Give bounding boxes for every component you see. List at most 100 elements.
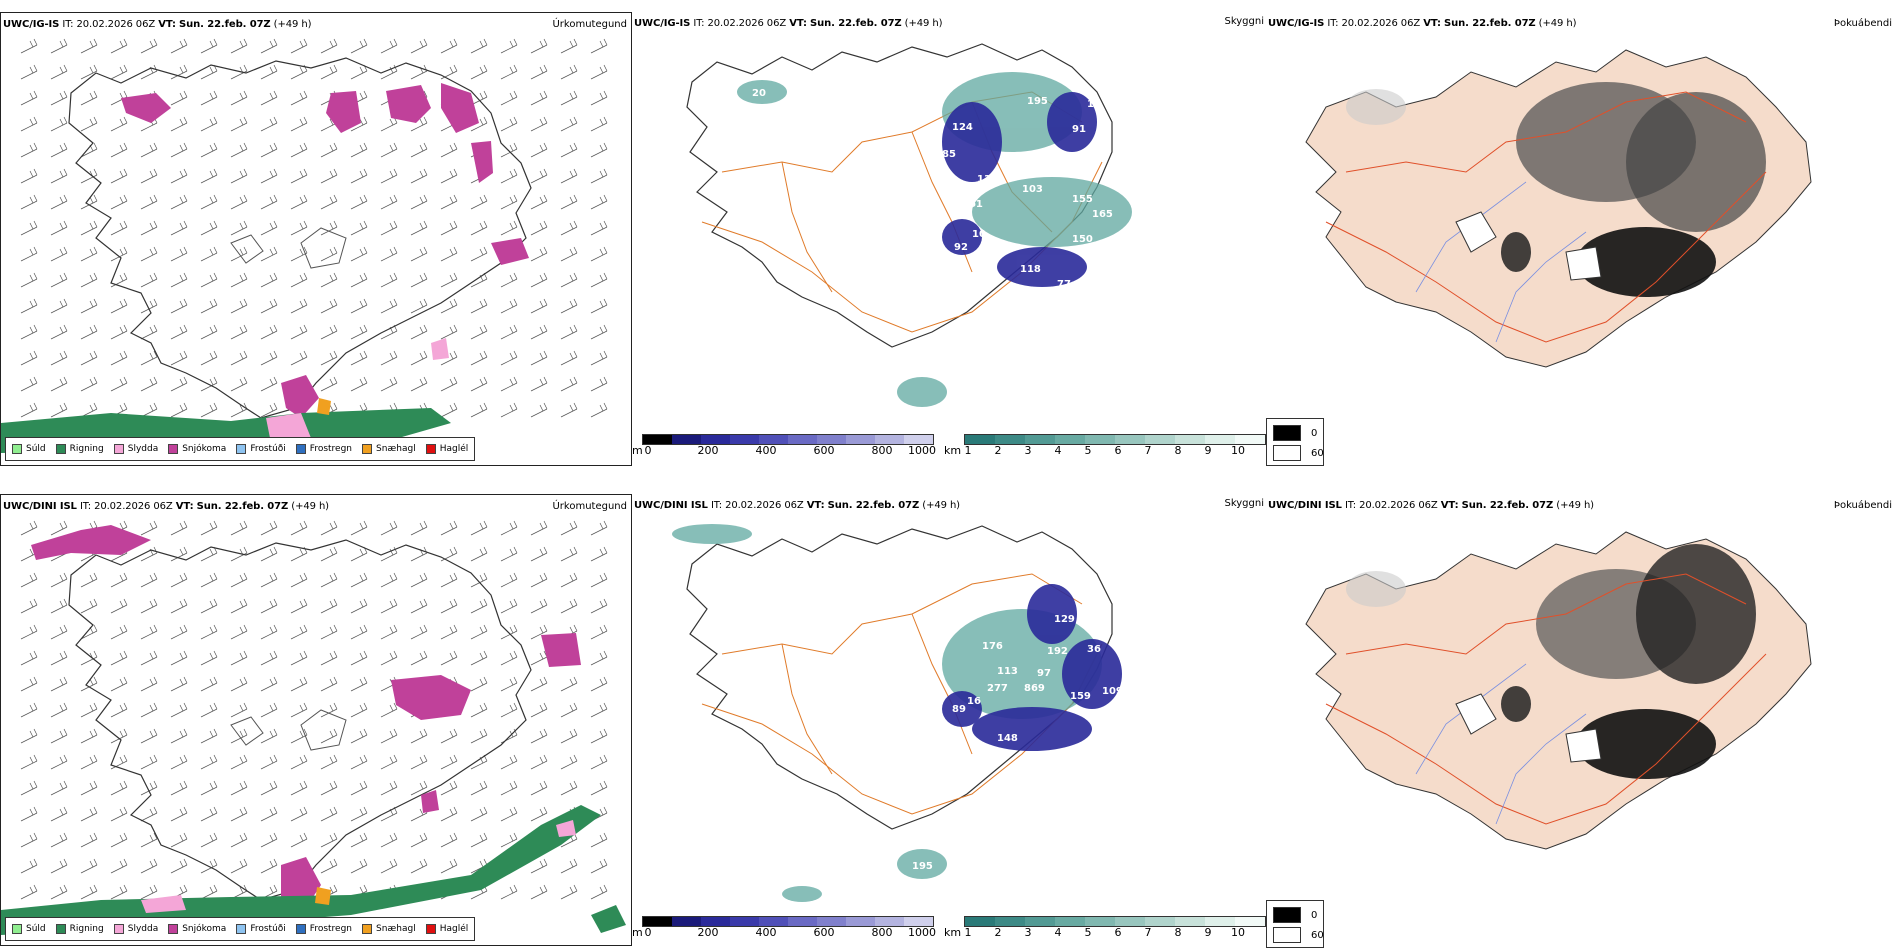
precip-panel-bottom: UWC/DINI ISL IT: 20.02.2026 06Z VT: Sun.…	[0, 494, 632, 946]
wind-barb	[380, 298, 398, 314]
wind-barb	[230, 376, 248, 392]
wind-barbs	[20, 38, 608, 418]
colorbar-tick: 1000	[908, 926, 936, 939]
wind-barb	[350, 676, 368, 692]
colorbar-bin	[759, 435, 788, 444]
wind-barb	[500, 376, 518, 392]
wind-barb	[80, 780, 98, 796]
panel-title: Þokuábendi	[1833, 500, 1892, 511]
fog-legend-item: 0	[1273, 425, 1317, 441]
wind-barb	[50, 90, 68, 106]
wind-barb	[170, 624, 188, 640]
wind-barb	[170, 38, 188, 54]
wind-barb	[200, 624, 218, 640]
fog-index-map	[1305, 531, 1812, 850]
colorbar-tick: 0	[644, 444, 652, 457]
wind-barb	[590, 90, 608, 106]
wind-barb	[410, 650, 428, 666]
legend-swatch	[113, 444, 124, 454]
wind-barb	[530, 168, 548, 184]
wind-barb	[260, 220, 278, 236]
wind-barb	[170, 858, 188, 874]
colorbar-tick: 4	[1054, 444, 1062, 457]
wind-barb	[200, 116, 218, 132]
wind-barb	[380, 754, 398, 770]
wind-barb	[440, 38, 458, 54]
wind-barb	[290, 676, 308, 692]
wind-barb	[290, 650, 308, 666]
wind-barb	[20, 858, 38, 874]
wind-barb	[110, 194, 128, 210]
wind-barb	[500, 546, 518, 562]
wind-barb	[470, 832, 488, 848]
colorbar-bin	[995, 917, 1025, 926]
wind-barb	[530, 780, 548, 796]
wind-barb	[140, 884, 158, 900]
wind-barb	[470, 194, 488, 210]
snow-area	[121, 93, 171, 123]
wind-barb	[410, 350, 428, 366]
panel-header: UWC/IG-IS IT: 20.02.2026 06Z VT: Sun. 22…	[3, 19, 312, 30]
wind-barb	[290, 220, 308, 236]
wind-barb	[590, 272, 608, 288]
wind-barb	[380, 728, 398, 744]
wind-barb	[290, 728, 308, 744]
snow-area	[471, 141, 493, 183]
wind-barb	[590, 598, 608, 614]
wind-barb	[380, 194, 398, 210]
wind-barb	[140, 246, 158, 262]
visibility-value: 195	[1027, 96, 1048, 107]
fog-legend-item: 0	[1273, 907, 1317, 923]
snow-area	[281, 375, 319, 418]
sleet-area	[141, 895, 186, 913]
legend-swatch	[425, 924, 436, 934]
visibility-value: 92	[954, 242, 968, 253]
colorbar-tick: 5	[1084, 444, 1092, 457]
wind-barb	[320, 38, 338, 54]
wind-barb	[50, 650, 68, 666]
visibility-value: 124	[952, 122, 973, 133]
colorbar-strip	[642, 916, 934, 927]
wind-barb	[20, 324, 38, 340]
colorbar-bin	[672, 435, 701, 444]
wind-barb	[590, 650, 608, 666]
wind-barb	[320, 650, 338, 666]
wind-barb	[170, 116, 188, 132]
wind-barb	[20, 598, 38, 614]
colorbar-bin	[1235, 917, 1265, 926]
iceland-outline	[68, 539, 532, 901]
sleet-areas	[266, 338, 449, 443]
wind-barb	[290, 832, 308, 848]
visibility-area	[672, 524, 752, 544]
wind-barb	[500, 402, 518, 418]
colorbar-unit: km	[944, 926, 962, 939]
wind-barb	[170, 350, 188, 366]
value-labels: 20 124 195 91 15 85 138 119 161 103 155 …	[752, 88, 1146, 290]
wind-barb	[560, 572, 578, 588]
legend-swatch	[362, 444, 373, 454]
wind-barb	[560, 298, 578, 314]
wind-barb	[200, 246, 218, 262]
ceiling-area	[972, 707, 1092, 751]
panel-title: Úrkomutegund	[552, 501, 627, 512]
wind-barb	[440, 220, 458, 236]
wind-barb	[80, 832, 98, 848]
wind-barb	[380, 702, 398, 718]
wind-barb	[50, 728, 68, 744]
wind-barb	[560, 754, 578, 770]
wind-barb	[560, 324, 578, 340]
wind-barb	[170, 402, 188, 418]
colorbar-tick: 10	[1231, 926, 1245, 939]
wind-barb	[20, 38, 38, 54]
legend-item-sleet: Slydda	[113, 444, 158, 454]
colorbar-bin	[1145, 435, 1175, 444]
snow-area	[541, 633, 581, 667]
wind-barb	[170, 546, 188, 562]
wind-barb	[440, 858, 458, 874]
colorbar-tick: 1	[964, 444, 972, 457]
legend-swatch	[236, 924, 247, 934]
wind-barb	[80, 572, 98, 588]
legend-item-freezing-drizzle: Frostúði	[236, 924, 286, 934]
wind-barb	[200, 142, 218, 158]
colorbar-tick: 7	[1144, 444, 1152, 457]
